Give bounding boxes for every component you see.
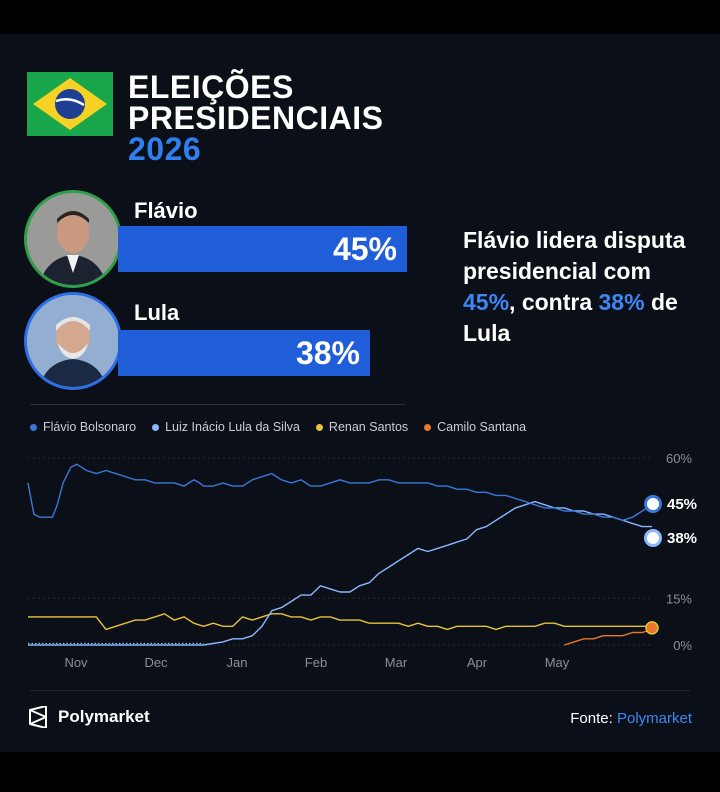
brand: Polymarket	[28, 706, 150, 728]
title-year: 2026	[128, 131, 202, 167]
x-tick-label: Nov	[64, 655, 88, 670]
headline-highlight-2: 38%	[598, 289, 645, 315]
line-chart: 60% 15% 0% Nov Dec Jan Feb Mar Apr May 45% 38%	[27, 451, 697, 670]
divider	[30, 404, 405, 405]
y-tick-label: 15%	[666, 591, 692, 606]
source: Fonte: Polymarket	[570, 710, 692, 727]
bar-value-flavio: 45%	[332, 230, 397, 267]
bar-lula: 38%	[118, 330, 370, 376]
x-tick-label: Feb	[305, 655, 327, 670]
bar-flavio: 45%	[118, 226, 407, 272]
infographic-card	[0, 34, 720, 752]
x-tick-label: Mar	[385, 655, 408, 670]
legend-label: Flávio Bolsonaro	[43, 420, 137, 434]
footer-divider	[30, 690, 690, 691]
legend-dot	[30, 423, 37, 431]
legend-item-camilo: Camilo Santana	[424, 420, 526, 434]
legend-item-renan: Renan Santos	[315, 420, 409, 434]
x-tick-label: Dec	[144, 655, 168, 670]
polymarket-logo-icon	[29, 706, 47, 728]
series-line-0	[27, 463, 653, 521]
end-marker-camilo	[645, 621, 659, 635]
y-tick-label: 0%	[673, 638, 692, 653]
candidate-name-lula: Lula	[134, 300, 180, 325]
headline-text-1: Flávio lidera disputa presidencial com	[463, 227, 686, 284]
y-tick-label: 60%	[666, 451, 692, 466]
legend-label: Luiz Inácio Lula da Silva	[165, 420, 300, 434]
end-label-1: 38%	[667, 530, 697, 547]
legend-label: Camilo Santana	[437, 420, 527, 434]
title-line-2: PRESIDENCIAIS	[128, 100, 384, 136]
end-label-0: 45%	[667, 496, 697, 513]
source-name: Polymarket	[616, 710, 692, 727]
title-line-1: ELEIÇÕES	[128, 69, 294, 105]
brand-name: Polymarket	[58, 707, 150, 726]
series-line-2	[28, 613, 652, 631]
series-line-3	[564, 628, 653, 646]
headline-text-3: de Lula	[463, 289, 678, 346]
source-prefix: Fonte:	[570, 710, 617, 727]
legend-dot	[315, 423, 323, 431]
legend-dot	[152, 423, 160, 431]
avatar-flavio	[24, 190, 122, 288]
x-tick-label: May	[545, 655, 570, 670]
headline-highlight-1: 45%	[463, 289, 510, 315]
legend-label: Renan Santos	[328, 420, 409, 434]
end-marker-1	[644, 529, 662, 547]
avatar-lula	[24, 292, 122, 390]
end-marker-0	[644, 495, 662, 513]
candidate-name-flavio: Flávio	[134, 198, 198, 223]
chart-legend: Flávio Bolsonaro Luiz Inácio Lula da Sil…	[30, 420, 526, 434]
page-title: ELEIÇÕES PRESIDENCIAIS 2026	[128, 69, 384, 167]
brazil-flag-icon	[27, 72, 113, 136]
headline: Flávio lidera disputa presidencial com 4…	[463, 225, 703, 349]
x-tick-label: Apr	[467, 655, 488, 670]
legend-item-lula: Luiz Inácio Lula da Silva	[152, 420, 300, 434]
bar-value-lula: 38%	[295, 334, 360, 371]
headline-text-2: , contra	[509, 289, 599, 315]
series-line-1	[28, 500, 652, 646]
legend-dot	[424, 423, 432, 431]
x-tick-label: Jan	[227, 655, 248, 670]
legend-item-flavio: Flávio Bolsonaro	[30, 420, 136, 434]
